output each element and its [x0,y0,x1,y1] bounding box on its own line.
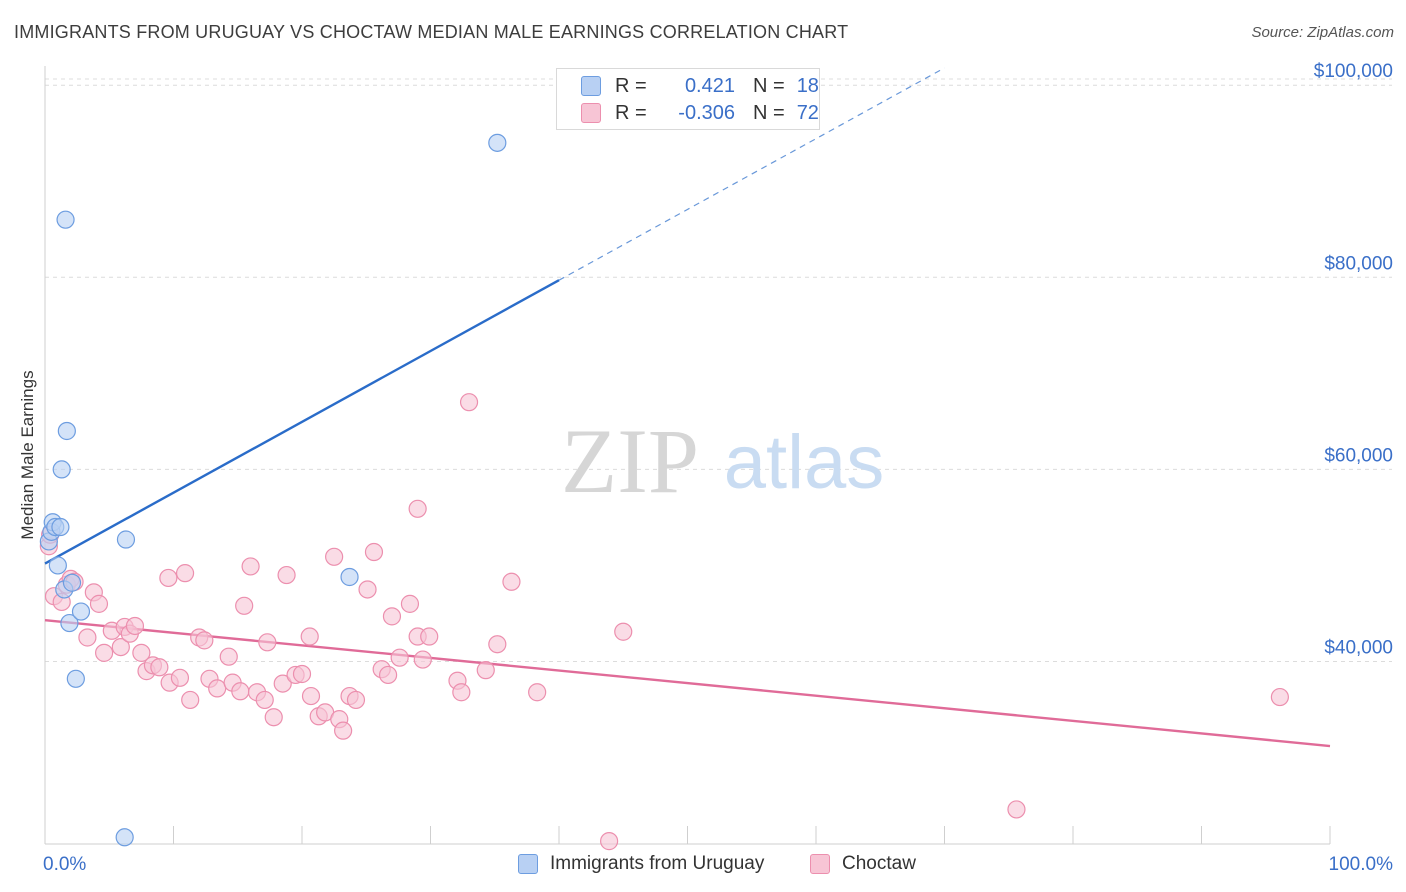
point-choctaw [378,665,398,685]
point-uruguay [57,421,76,441]
trend-layer [44,67,1331,748]
point-uruguay [71,602,91,621]
legend-n-label: N = [753,101,785,124]
point-uruguay [60,613,79,633]
point-uruguay [51,517,70,537]
point-choctaw [195,631,214,650]
point-choctaw [400,594,420,613]
bottom-legend-label-choctaw: Choctaw [842,853,916,874]
point-choctaw [408,499,427,518]
point-choctaw [89,594,109,613]
point-choctaw [150,658,169,677]
point-choctaw [452,683,471,702]
point-choctaw [614,622,633,641]
point-uruguay [56,210,75,229]
point-choctaw [502,572,521,591]
y-tick-label: $80,000 [1324,253,1393,274]
bottom-legend-choctaw: Choctaw [810,851,916,877]
chart-title: IMMIGRANTS FROM URUGUAY VS CHOCTAW MEDIA… [14,22,849,42]
point-uruguay [62,573,82,592]
legend-n-value: 18 [796,74,819,97]
point-choctaw [181,690,200,710]
trendline-uruguay [44,279,560,565]
trendline-uruguay-extension [558,67,945,281]
bottom-legend-label-uruguay: Immigrants from Uruguay [550,853,765,874]
point-choctaw [170,668,190,687]
point-choctaw [300,627,319,646]
point-choctaw [95,643,114,662]
point-choctaw [273,674,292,693]
bottom-swatch-uruguay [518,854,538,874]
points-layer [39,133,1289,851]
watermark-atlas: atlas [724,420,885,505]
point-choctaw [255,690,274,710]
legend-row-choctaw: R = -0.306 N = 72 [581,99,819,127]
point-uruguay [66,669,85,688]
legend-row-uruguay: R = 0.421 N = 18 [581,72,819,100]
point-choctaw [208,679,227,698]
point-choctaw [488,635,507,654]
point-choctaw [132,643,151,662]
x-tick-label-max: 100.0% [1329,854,1394,875]
point-choctaw [600,832,619,851]
legend-box: R = 0.421 N = 18 R = -0.306 N = 72 [556,68,820,130]
point-choctaw [476,661,495,680]
point-choctaw [241,557,260,576]
y-tick-label: $40,000 [1324,638,1393,659]
point-choctaw [346,690,366,710]
legend-swatch-choctaw [581,103,601,123]
bottom-legend-uruguay: Immigrants from Uruguay [518,851,764,877]
point-choctaw [382,607,402,626]
y-tick-label: $60,000 [1324,445,1393,466]
point-choctaw [219,647,238,666]
point-choctaw [334,721,353,740]
legend-r-value: -0.306 [678,101,735,124]
legend-n-label: N = [753,74,785,97]
x-tick-label-min: 0.0% [43,854,86,875]
legend-swatch-uruguay [581,76,601,96]
point-uruguay [116,530,136,549]
point-choctaw [301,686,321,706]
legend-r-label: R = [615,101,647,124]
point-uruguay [488,133,507,152]
point-choctaw [159,568,178,588]
point-uruguay [340,567,359,587]
point-choctaw [231,682,250,701]
point-choctaw [528,683,547,702]
point-choctaw [364,542,384,562]
point-choctaw [258,633,277,652]
axis-layer [44,66,1331,845]
point-choctaw [358,580,377,599]
y-axis-title: Median Male Earnings [18,370,37,539]
point-choctaw [78,628,97,647]
point-choctaw [125,616,145,636]
point-choctaw [111,637,130,657]
point-choctaw [413,650,432,669]
source-label: Source: ZipAtlas.com [1251,24,1394,41]
y-tick-label: $100,000 [1314,61,1393,82]
point-uruguay [48,556,67,575]
point-choctaw [175,564,195,583]
legend-n-value: 72 [796,101,819,124]
point-uruguay [52,460,71,479]
point-choctaw [277,565,296,585]
point-choctaw [292,664,312,684]
watermark: ZIP atlas [561,410,884,512]
point-choctaw [420,627,439,646]
point-choctaw [325,547,344,566]
point-choctaw [1007,800,1026,819]
point-choctaw [264,708,283,727]
point-choctaw [235,596,254,615]
legend-r-value: 0.421 [684,74,735,97]
watermark-zip: ZIP [561,410,699,512]
label-layer: $40,000 $60,000 $80,000 $100,000 0.0% 100.0% [43,61,1393,875]
bottom-swatch-choctaw [810,854,830,874]
point-uruguay [115,828,134,847]
point-choctaw [390,648,409,667]
legend-r-label: R = [615,74,647,97]
point-choctaw [1270,687,1289,707]
point-choctaw [459,393,479,412]
